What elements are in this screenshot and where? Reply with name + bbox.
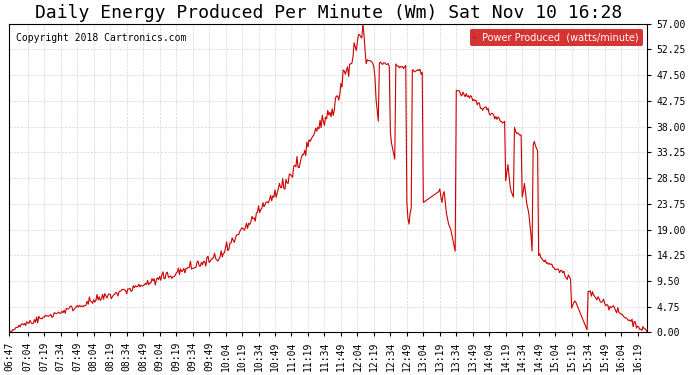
Legend: Power Produced  (watts/minute): Power Produced (watts/minute): [471, 28, 642, 46]
Text: Copyright 2018 Cartronics.com: Copyright 2018 Cartronics.com: [16, 33, 186, 43]
Title: Daily Energy Produced Per Minute (Wm) Sat Nov 10 16:28: Daily Energy Produced Per Minute (Wm) Sa…: [34, 4, 622, 22]
